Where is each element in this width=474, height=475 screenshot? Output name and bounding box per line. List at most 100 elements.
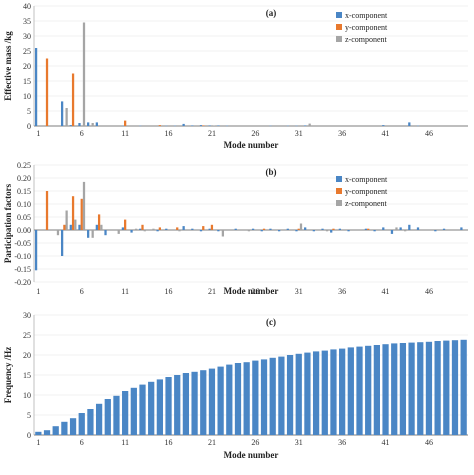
bar-frequency-mode-11	[122, 391, 129, 435]
y-tick-label: 15	[23, 77, 31, 86]
bar-frequency-mode-28	[269, 357, 276, 435]
y-tick-label: 0.20	[17, 174, 31, 183]
panel-b-bars	[34, 181, 463, 271]
x-tick-label: 41	[382, 438, 390, 447]
bar-frequency-mode-12	[130, 387, 137, 435]
bar-z-component-mode-43	[404, 230, 407, 232]
bar-x-component-mode-29	[277, 230, 281, 232]
bar-frequency-mode-27	[260, 359, 268, 435]
legend-label: x-component	[345, 175, 388, 184]
x-tick-label: 11	[121, 287, 129, 296]
y-tick-label: 25	[23, 47, 31, 56]
y-tick-label: -0.15	[14, 265, 31, 274]
bar-frequency-mode-40	[373, 345, 380, 435]
y-tick-label: 40	[23, 2, 31, 11]
legend-label: x-component	[345, 11, 388, 20]
bar-frequency-mode-17	[174, 375, 181, 435]
panel-a-xticks: 1 6 11 16 21 26 31 36 41 46	[36, 129, 433, 138]
legend-label: y-component	[345, 23, 388, 32]
bar-x-component-mode-5	[69, 125, 72, 126]
bar-x-component-mode-45	[416, 227, 420, 230]
y-tick-label: 30	[23, 311, 31, 320]
bar-frequency-mode-25	[243, 362, 250, 435]
x-tick-label: 36	[338, 129, 346, 138]
bar-x-component-mode-21	[208, 228, 211, 230]
y-tick-label: -0.10	[14, 252, 31, 261]
bar-frequency-mode-29	[278, 356, 285, 435]
bar-frequency-mode-32	[304, 352, 311, 435]
x-tick-label: 16	[165, 438, 173, 447]
bar-frequency-mode-18	[182, 373, 190, 435]
bar-x-component-mode-36	[338, 228, 342, 230]
y-tick-label: 0.05	[17, 213, 31, 222]
bar-y-component-mode-35	[332, 228, 335, 230]
bar-z-component-mode-3	[56, 230, 60, 236]
x-tick-label: 6	[80, 438, 84, 447]
y-tick-label: 0.10	[17, 200, 31, 209]
bar-x-component-mode-32	[304, 125, 307, 126]
bar-x-component-mode-18	[182, 226, 185, 230]
bar-y-component-mode-20	[202, 125, 205, 126]
bar-frequency-mode-16	[165, 377, 172, 435]
legend-swatch	[336, 188, 342, 194]
bar-x-component-mode-11	[121, 227, 125, 230]
bar-y-component-mode-20	[202, 226, 205, 230]
y-tick-label: 20	[23, 351, 31, 360]
x-tick-label: 11	[121, 129, 129, 138]
x-tick-label: 41	[382, 287, 390, 296]
bar-x-component-mode-4	[60, 101, 64, 126]
bar-y-component-mode-5	[71, 196, 75, 230]
bar-x-component-mode-42	[390, 230, 394, 234]
bar-y-component-mode-5	[71, 73, 75, 126]
panel-b-legend: x-component y-component z-component	[336, 175, 388, 208]
bar-x-component-mode-28	[269, 228, 272, 230]
bar-x-component-mode-44	[408, 224, 411, 230]
bar-y-component-mode-8	[97, 214, 101, 230]
x-tick-label: 36	[338, 438, 346, 447]
bar-x-component-mode-40	[373, 230, 376, 232]
x-tick-label: 11	[121, 438, 129, 447]
x-tick-label: 26	[251, 287, 259, 296]
bar-frequency-mode-6	[78, 413, 85, 435]
panel-c-label: (c)	[266, 317, 276, 327]
bar-frequency-mode-44	[408, 342, 415, 435]
y-tick-label: -0.20	[14, 278, 31, 287]
bar-z-component-mode-6	[82, 181, 86, 230]
x-tick-label: 1	[36, 287, 40, 296]
bar-frequency-mode-23	[226, 364, 233, 435]
bar-x-component-mode-26	[251, 228, 255, 230]
bar-x-component-mode-24	[234, 228, 237, 230]
x-tick-label: 6	[80, 287, 84, 296]
bar-x-component-mode-22	[217, 230, 220, 232]
x-tick-label: 16	[165, 129, 173, 138]
panel-a-legend: x-component y-component z-component	[336, 11, 388, 44]
bar-frequency-mode-24	[234, 363, 242, 435]
bar-x-component-mode-20	[199, 230, 203, 232]
bar-x-component-mode-8	[95, 122, 98, 126]
x-tick-label: 36	[338, 287, 346, 296]
bar-z-component-mode-5	[74, 219, 77, 230]
bar-frequency-mode-20	[200, 370, 207, 435]
bar-x-component-mode-44	[408, 122, 411, 126]
legend-swatch	[336, 24, 342, 30]
bar-z-component-mode-12	[134, 228, 138, 230]
x-tick-label: 31	[295, 287, 303, 296]
y-tick-label: 5	[27, 411, 31, 420]
x-tick-label: 16	[165, 287, 173, 296]
bar-x-component-mode-41	[382, 227, 385, 230]
panel-b-xticks: 1 6 11 16 21 26 31 36 41 46	[36, 287, 433, 296]
y-tick-label: 0.25	[17, 161, 31, 170]
bar-frequency-mode-35	[330, 349, 337, 435]
panel-b: -0.20 -0.15 -0.10 -0.05 0.00 0.05 0.10 0.15 0.20…	[3, 161, 468, 296]
bar-frequency-mode-36	[339, 348, 346, 435]
x-tick-label: 1	[36, 129, 40, 138]
bar-frequency-mode-38	[356, 346, 363, 435]
bar-z-component-mode-4	[65, 108, 68, 126]
bar-frequency-mode-50	[460, 339, 467, 435]
bar-frequency-mode-19	[191, 371, 198, 435]
legend-label: z-component	[345, 35, 388, 44]
panel-b-label: (b)	[266, 167, 277, 177]
panel-a-ylabel: Effective mass /kg	[3, 31, 13, 101]
bar-frequency-mode-42	[391, 343, 398, 435]
